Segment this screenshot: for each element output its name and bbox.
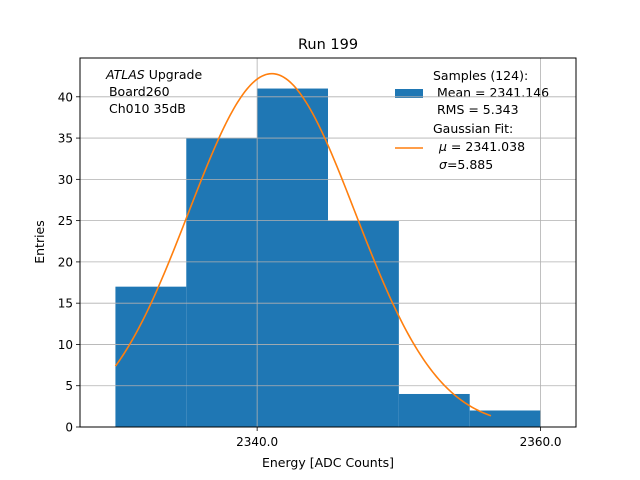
- legend-sigma-value: =5.885: [447, 157, 493, 172]
- x-axis-label: Energy [ADC Counts]: [262, 455, 394, 470]
- chart-title: Run 199: [298, 37, 358, 53]
- y-tick-label-3: 15: [58, 297, 73, 311]
- legend: Samples (124): Mean = 2341.146 RMS = 5.3…: [395, 68, 549, 172]
- y-axis-label: Entries: [32, 220, 47, 264]
- x-tick-label-1: 2360.0: [520, 435, 562, 449]
- y-tick-label-6: 30: [58, 173, 73, 187]
- y-tick-label-5: 25: [58, 214, 73, 228]
- histogram-bar-5: [469, 410, 541, 427]
- histogram-bars: [115, 88, 541, 427]
- legend-sigma-symbol: σ: [439, 157, 448, 172]
- legend-samples-swatch: [395, 89, 423, 98]
- legend-samples-rms: RMS = 5.343: [433, 102, 519, 117]
- legend-fit-mu: μ = 2341.038: [438, 139, 525, 154]
- y-tick-label-1: 5: [65, 379, 73, 393]
- histogram-bar-1: [186, 138, 258, 427]
- axes-frame: [79, 57, 577, 428]
- annotation-line-3: Ch010 35dB: [105, 101, 186, 116]
- histogram-bar-2: [257, 88, 328, 427]
- grid: [80, 58, 576, 427]
- legend-mu-value: = 2341.038: [447, 139, 525, 154]
- y-tick-label-8: 40: [58, 90, 73, 104]
- y-tick-label-7: 35: [58, 132, 73, 146]
- y-tick-label-2: 10: [58, 338, 73, 352]
- x-tick-label-0: 2340.0: [236, 435, 278, 449]
- annotation-upgrade: Upgrade: [145, 67, 203, 82]
- legend-fit-title: Gaussian Fit:: [433, 121, 513, 136]
- annotation-line-1: ATLAS Upgrade: [105, 67, 202, 82]
- atlas-annotation: ATLAS Upgrade Board260 Ch010 35dB: [105, 67, 202, 116]
- annotation-line-2: Board260: [105, 84, 170, 99]
- legend-fit-sigma: σ=5.885: [439, 157, 493, 172]
- histogram-bar-0: [115, 286, 187, 427]
- legend-samples-title: Samples (124):: [433, 68, 528, 83]
- gaussian-fit-curve: [114, 72, 492, 417]
- legend-mu-symbol: μ: [438, 139, 447, 154]
- y-tick-label-0: 0: [65, 421, 73, 435]
- annotation-atlas: ATLAS: [105, 67, 145, 82]
- histogram-bar-3: [328, 220, 399, 427]
- axis-ticks: 0 5 10 15 20 25 30 35 40 2340.0 2360.0: [58, 90, 562, 449]
- histogram-bar-4: [398, 393, 470, 427]
- y-tick-label-4: 20: [58, 255, 73, 269]
- legend-samples-mean: Mean = 2341.146: [433, 85, 549, 100]
